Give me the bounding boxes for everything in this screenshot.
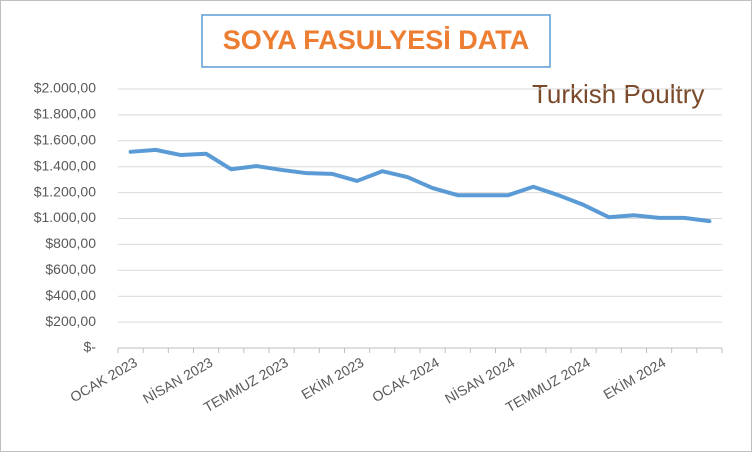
y-tick-label: $1.800,00 [34,106,96,122]
y-tick-label: $600,00 [45,261,96,277]
y-tick-label: $800,00 [45,235,96,251]
chart-title: SOYA FASULYESİ DATA [223,25,530,55]
y-tick-label: $- [84,339,97,355]
y-tick-label: $400,00 [45,287,96,303]
data-line [128,147,712,224]
y-tick-label: $200,00 [45,313,96,329]
y-tick-label: $1.200,00 [34,183,96,199]
y-tick-label: $1.600,00 [34,132,96,148]
y-tick-label: $2.000,00 [34,80,96,96]
logo: Turkish Poultry [532,79,704,109]
title-box [201,14,551,68]
y-tick-label: $1.400,00 [34,157,96,173]
y-tick-label: $1.000,00 [34,209,96,225]
